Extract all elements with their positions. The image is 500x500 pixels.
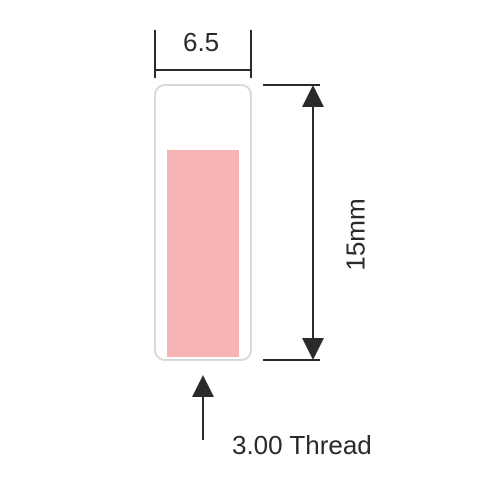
diagram-svg xyxy=(0,0,500,500)
bottom-dimension-label: 3.00 Thread xyxy=(232,430,372,461)
cylinder-fill xyxy=(167,150,239,357)
dimension-diagram: 6.5 15mm 3.00 Thread xyxy=(0,0,500,500)
bottom-dim-arrow-up xyxy=(192,375,214,397)
right-dim-arrow-down xyxy=(302,338,324,360)
top-dimension-label: 6.5 xyxy=(183,27,219,58)
right-dim-arrow-up xyxy=(302,85,324,107)
right-dimension-label: 15mm xyxy=(341,195,372,275)
